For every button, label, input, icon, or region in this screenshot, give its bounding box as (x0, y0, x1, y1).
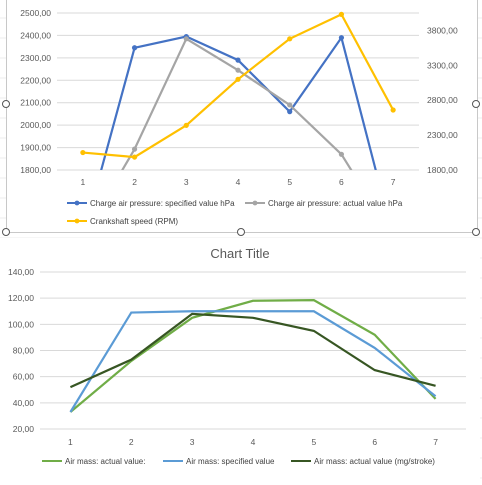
x-tick-label: 4 (236, 177, 241, 187)
data-point (338, 35, 345, 41)
legend-label: Air mass: actual value (mg/stroke) (314, 457, 435, 466)
legend-marker (74, 218, 80, 224)
data-point (131, 154, 138, 160)
chart-top[interactable]: 1800,00 1900,00 2000,00 2100,00 2200,00 2300,… (6, 0, 478, 233)
x-tick-label: 2 (129, 437, 134, 447)
legend-label: Crankshaft speed (RPM) (90, 217, 178, 226)
y-tick-label: 20,00 (13, 424, 35, 434)
x-tick-label: 2 (132, 177, 137, 187)
y-tick-label: 120,00 (8, 293, 34, 303)
x-tick-label: 1 (68, 437, 73, 447)
data-point (287, 102, 293, 108)
chart-bottom-plot: Chart Title 20,00 40,00 60,00 80,00 100,00 120… (8, 246, 466, 466)
y-tick-label: 80,00 (13, 346, 35, 356)
legend-label: Air mass: specified value (186, 457, 275, 466)
y-tick-label-left: 2500,00 (20, 8, 51, 18)
data-point (338, 151, 345, 157)
y-tick-label-left: 1900,00 (20, 143, 51, 153)
x-tick-label: 6 (372, 437, 377, 447)
series-line (69, 299, 437, 413)
legend-marker (74, 200, 80, 206)
y-tick-label: 40,00 (13, 398, 35, 408)
chart-top-plot: 1800,00 1900,00 2000,00 2100,00 2200,00 2300,… (20, 8, 458, 226)
data-point (287, 36, 293, 42)
data-point (183, 122, 189, 128)
resize-handle-left[interactable] (2, 100, 10, 108)
x-tick-label: 4 (251, 437, 256, 447)
legend-label: Air mass: actual value: (65, 457, 145, 466)
legend-label: Charge air pressure: specified value hPa (90, 199, 235, 208)
y-tick-label-left: 1800,00 (20, 165, 51, 175)
data-point (183, 36, 189, 42)
data-point (131, 146, 138, 152)
data-point (131, 45, 138, 51)
x-tick-label: 3 (190, 437, 195, 447)
resize-handle-right[interactable] (472, 100, 480, 108)
series-line (69, 312, 436, 389)
y-tick-label-right: 3800,00 (427, 25, 458, 35)
y-tick-label-right: 1800,00 (427, 165, 458, 175)
y-tick-label-right: 2800,00 (427, 95, 458, 105)
y-tick-label-left: 2000,00 (20, 120, 51, 130)
y-tick-label-right: 3300,00 (427, 60, 458, 70)
resize-handle-bottom-left[interactable] (2, 228, 10, 236)
y-tick-label-left: 2200,00 (20, 75, 51, 85)
legend-marker (252, 200, 258, 206)
data-point (338, 11, 345, 17)
y-tick-label-left: 2400,00 (20, 30, 51, 40)
x-tick-label: 5 (311, 437, 316, 447)
y-tick-label: 100,00 (8, 319, 34, 329)
resize-handle-bottom[interactable] (237, 228, 245, 236)
data-point (235, 57, 241, 63)
data-point (390, 107, 396, 113)
chart-bottom[interactable]: Chart Title 20,00 40,00 60,00 80,00 100,00 120… (0, 238, 480, 480)
legend-label: Charge air pressure: actual value hPa (268, 199, 403, 208)
x-tick-label: 5 (287, 177, 292, 187)
x-tick-label: 3 (184, 177, 189, 187)
x-tick-label: 7 (391, 177, 396, 187)
x-tick-label: 1 (80, 177, 85, 187)
y-tick-label: 140,00 (8, 267, 34, 277)
x-tick-label: 7 (433, 437, 438, 447)
y-tick-label-left: 2100,00 (20, 98, 51, 108)
resize-handle-bottom-right[interactable] (472, 228, 480, 236)
data-point (235, 76, 241, 82)
series-line (69, 310, 437, 413)
x-tick-label: 6 (339, 177, 344, 187)
y-tick-label-right: 2300,00 (427, 130, 458, 140)
data-point (80, 149, 86, 156)
data-point (287, 109, 293, 115)
y-tick-label: 60,00 (13, 372, 35, 382)
y-tick-label-left: 2300,00 (20, 53, 51, 63)
data-point (235, 67, 241, 73)
chart-title: Chart Title (210, 246, 269, 261)
